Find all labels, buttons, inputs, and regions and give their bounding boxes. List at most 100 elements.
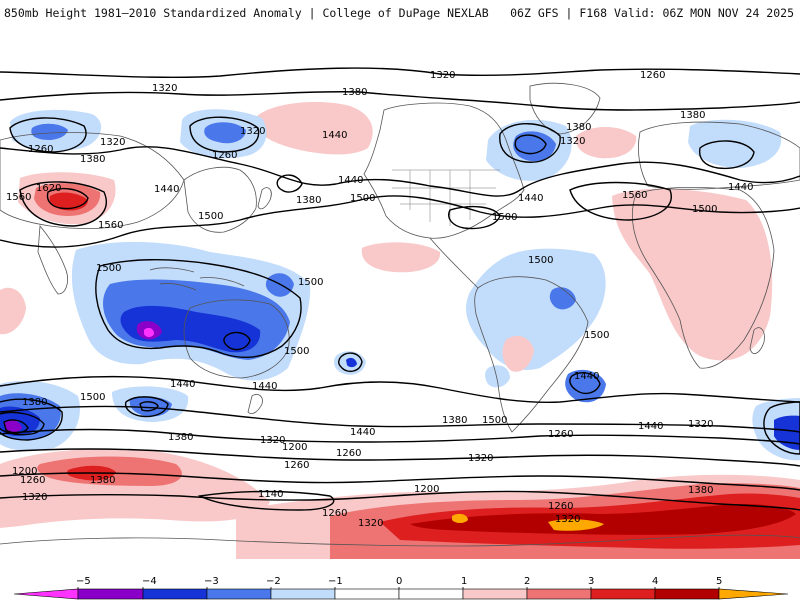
label-1380: 1380 (80, 154, 105, 165)
coast-indonesia (149, 267, 245, 291)
label-1500: 1500 (692, 204, 717, 215)
label-1500: 1500 (492, 212, 517, 223)
contour-cell-sindian-inner (139, 401, 159, 412)
label-1620: 1620 (36, 183, 61, 194)
anomaly-neg-scandinavia (688, 119, 782, 168)
map-svg: 1320 1320 1320 1320 1320 1320 1320 1320 … (0, 40, 800, 559)
anomaly-pos-northpacific (254, 102, 373, 155)
title-bar: 850mb Height 1981–2010 Standardized Anom… (0, 0, 800, 30)
coast-greenland (529, 82, 601, 135)
contour-low-siberia (189, 116, 260, 153)
map-title: 850mb Height 1981–2010 Standardized Anom… (4, 6, 489, 20)
coast-south-america (474, 276, 589, 433)
height-contours (0, 67, 800, 511)
colorbar-seg-neg1 (334, 588, 400, 600)
label-1500: 1500 (284, 346, 309, 357)
label-1440: 1440 (170, 379, 195, 390)
label-1320: 1320 (468, 453, 493, 464)
coast-antarctica (0, 534, 800, 547)
contour-1560-pacific (448, 205, 501, 230)
label-1440: 1440 (252, 381, 277, 392)
contour-1500-equatorial (95, 259, 302, 358)
contour-1500-south (0, 375, 800, 403)
contour-low-sw-b (0, 411, 45, 436)
map-panel[interactable]: 1320 1320 1320 1320 1320 1320 1320 1320 … (0, 40, 800, 559)
contour-low-sw-c (3, 419, 29, 434)
contour-labels: 1320 1320 1320 1320 1320 1320 1320 1320 … (6, 70, 753, 529)
label-1320: 1320 (688, 419, 713, 430)
label-1260: 1260 (640, 70, 665, 81)
anomaly-pos-southern-extreme-b (548, 519, 604, 531)
contour-1380-south (0, 428, 800, 445)
anomaly-pos-mexico (361, 242, 441, 273)
contour-cell-sindian (124, 396, 169, 418)
label-1320: 1320 (152, 83, 177, 94)
anomaly-pos-africa (612, 188, 773, 361)
label-1500: 1500 (584, 330, 609, 341)
coast-central-america (429, 237, 479, 289)
coast-australia (183, 299, 290, 379)
label-1200: 1200 (12, 466, 37, 477)
label-1440: 1440 (518, 193, 543, 204)
contour-1620-mideast (46, 187, 89, 210)
contour-cell-satlantic (569, 372, 601, 395)
colorbar-tick-marks (77, 587, 720, 589)
colorbar-tick-neg2: −2 (266, 576, 281, 587)
coast-japan (257, 187, 272, 210)
label-1440: 1440 (574, 371, 599, 382)
colorbar-tick-pos1: 1 (461, 576, 467, 587)
contour-low-canada-inner (514, 134, 547, 155)
colorbar-seg-pos2 (526, 588, 592, 600)
contour-cell-spacific (337, 352, 363, 373)
label-1560: 1560 (6, 192, 31, 203)
model-run-info: 06Z GFS | F168 Valid: 06Z MON NOV 24 202… (510, 6, 794, 20)
contour-low-europe (9, 117, 87, 153)
anomaly-neg-satlantic-2 (485, 365, 510, 388)
anomaly-pos-arabia (0, 287, 26, 335)
label-1380: 1380 (296, 195, 321, 206)
colorbar-tick-neg4: −4 (142, 576, 157, 587)
colorbar-legend: −5 −4 −3 −2 −1 0 1 2 3 4 5 (0, 570, 800, 600)
anomaly-neg-indian-extreme (144, 327, 154, 337)
colorbar-tick-pos5: 5 (716, 576, 722, 587)
label-1260: 1260 (284, 460, 309, 471)
label-1380: 1380 (168, 432, 193, 443)
label-1440: 1440 (154, 184, 179, 195)
label-1380: 1380 (342, 87, 367, 98)
colorbar-svg: −5 −4 −3 −2 −1 0 1 2 3 4 5 (13, 576, 789, 600)
colorbar-seg-pos1 (462, 588, 528, 600)
contour-1320-south (0, 448, 800, 467)
coast-europe (638, 121, 800, 190)
coast-new-zealand (247, 394, 263, 414)
anomaly-neg-europe-core (31, 123, 68, 140)
label-1500: 1500 (482, 415, 507, 426)
label-1380: 1380 (22, 397, 47, 408)
contour-1560-atlantic (569, 181, 672, 221)
label-1260: 1260 (20, 475, 45, 486)
label-1440: 1440 (322, 130, 347, 141)
coast-asia-west (0, 132, 185, 230)
colorbar-seg-pos4 (654, 588, 720, 600)
contour-1200-south (0, 490, 800, 511)
label-1320: 1320 (100, 137, 125, 148)
label-1380: 1380 (566, 122, 591, 133)
anomaly-pos-southern-extreme-a (452, 513, 468, 523)
anomaly-neg-siberia-core (204, 122, 246, 144)
colorbar-arrow-left (13, 588, 79, 600)
colorbar-tick-neg5: −5 (76, 576, 91, 587)
label-1260: 1260 (548, 429, 573, 440)
contour-low-pacific (276, 174, 303, 193)
anomaly-pos-chile (502, 335, 534, 372)
contour-1380-north (0, 90, 800, 111)
label-1440: 1440 (638, 421, 663, 432)
label-1140: 1140 (258, 489, 283, 500)
label-1500: 1500 (96, 263, 121, 274)
label-1560: 1560 (622, 190, 647, 201)
label-1500: 1500 (80, 392, 105, 403)
contour-1500-north (0, 195, 800, 248)
label-1380: 1380 (688, 485, 713, 496)
anomaly-neg-swindian-strong (4, 420, 22, 433)
label-1320: 1320 (560, 136, 585, 147)
colorbar-segments (13, 588, 789, 600)
anomaly-neg-samerica (466, 248, 606, 370)
